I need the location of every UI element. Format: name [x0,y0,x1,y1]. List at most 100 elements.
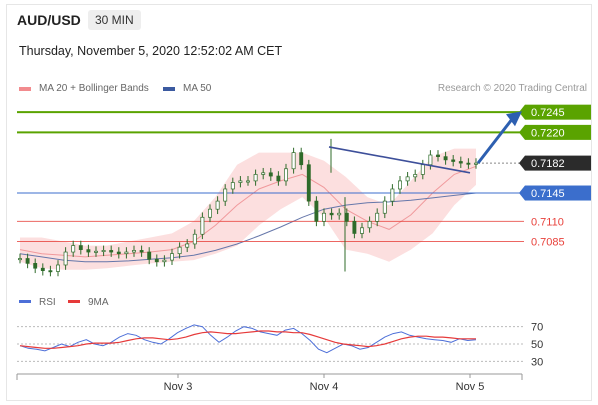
target-arrow-shaft [476,118,514,165]
candle-body [314,200,319,222]
ma50-line [19,192,477,263]
candle-body [413,174,418,178]
rsi-line [19,324,477,354]
candle-body [124,251,129,255]
rsi-ma-line [19,330,476,349]
candle-body [25,258,30,264]
legend-ma50: MA 50 [163,83,211,94]
candle-body [360,227,364,234]
resistance-trendline [328,146,471,174]
candle-body [132,250,136,253]
candle-body [458,161,463,164]
candle-body [299,152,304,166]
candle-body [337,212,342,216]
candle-body [268,172,273,177]
candle-body [177,246,182,255]
candle-body [443,156,448,161]
candle-body [291,152,296,170]
candle-body [466,162,471,165]
level-label-box [525,185,592,201]
candle-body [474,162,478,165]
level-label-pointer [519,155,525,171]
level-label-text: 0.7085 [531,237,565,249]
level-label-box [525,124,592,140]
level-label-text: 0.7110 [531,216,564,228]
candle-body [223,188,228,202]
candle-body [238,180,243,183]
candle-body [230,182,235,190]
level-label-box [525,155,592,171]
rsi-tick-label: 30 [531,356,543,368]
candle-body [86,249,91,253]
candle-body [215,200,220,210]
ma50-swatch [163,86,175,91]
candle-body [147,251,152,260]
candle-body [420,164,425,175]
candle-body [344,212,349,222]
candle-body [63,251,68,266]
candle-body [154,258,159,263]
candle-body [71,245,76,253]
candle-body [382,200,387,214]
candle-body [352,220,357,234]
level-label-box [525,104,592,120]
symbol-title: AUD/USD [17,12,81,28]
level-label-text: 0.7182 [531,158,565,170]
candle-body [261,172,266,175]
widget-border [6,4,592,401]
x-tick-label: Nov 5 [456,381,485,393]
bollinger-band-area [20,148,476,270]
candle-body [253,174,258,182]
candle-body [116,251,121,255]
x-tick-label: Nov 4 [310,381,339,393]
candle-body [33,263,38,269]
rsi-ma-legend-swatch [68,300,80,303]
candle-body [162,259,167,263]
candle-body [246,180,250,183]
candle-body [200,216,205,235]
rsi-tick-label: 70 [531,322,543,334]
candle-body [18,258,22,261]
candle-body [185,243,190,248]
legend-ma50-label: MA 50 [183,83,212,94]
candle-body [101,250,106,252]
candle-body [208,208,212,218]
x-tick-label: Nov 3 [164,381,193,393]
candle-body [306,164,311,202]
level-label-text: 0.7220 [531,127,565,139]
candle-body [48,270,53,273]
ma20-swatch [19,86,31,91]
candle-body [322,212,326,222]
candle-body [375,212,380,222]
level-label-pointer [519,185,525,201]
candle-body [94,250,98,253]
candle-body [367,220,372,229]
candle-body [405,176,410,182]
legend-ma20-bb-label: MA 20 + Bollinger Bands [39,83,149,94]
timeframe-badge[interactable]: 30 MIN [88,10,141,30]
legend-ma20-bb: MA 20 + Bollinger Bands [19,83,149,94]
candle-body [109,250,114,253]
candle-body [276,175,281,182]
candle-body [390,188,395,202]
level-label-pointer [519,104,525,120]
candle-body [329,212,334,216]
candle-body [78,245,83,250]
candle-body [139,250,144,253]
rsi-ma-legend-label: 9MA [88,297,109,308]
timestamp-label: Thursday, November 5, 2020 12:52:02 AM C… [19,44,283,58]
candle-body [436,154,440,157]
rsi-tick-label: 50 [531,339,543,351]
candle-body [428,154,433,166]
candle-body [40,267,45,271]
candle-body [398,180,402,190]
target-arrow-head [506,111,522,127]
level-label-text: 0.7145 [531,188,565,200]
level-label-text: 0.7245 [531,107,565,119]
candle-body [170,253,174,261]
candle-body [451,159,456,162]
rsi-legend-label: RSI [39,297,56,308]
level-label-pointer [519,124,525,140]
